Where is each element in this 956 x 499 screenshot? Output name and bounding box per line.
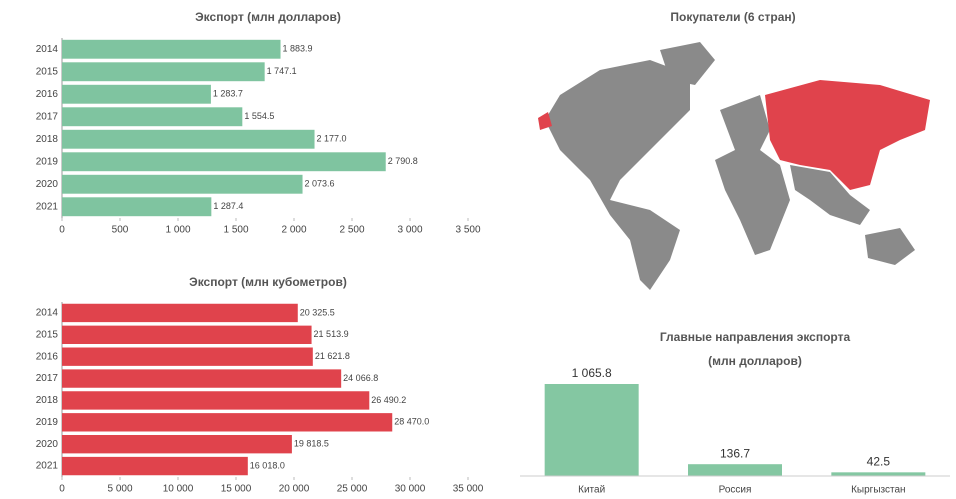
bar (62, 456, 248, 476)
value-label: 1 065.8 (572, 366, 612, 380)
bar (62, 174, 303, 194)
x-tick-label: 2 000 (281, 225, 306, 236)
y-tick-label: 2019 (36, 417, 59, 428)
map-asia (790, 165, 870, 225)
x-tick-label: 500 (112, 225, 129, 236)
value-label: 1 883.9 (283, 44, 313, 54)
y-tick-label: 2014 (36, 44, 59, 55)
map-buyers (765, 80, 930, 190)
map-americas (545, 60, 690, 290)
value-label: 1 747.1 (267, 66, 297, 76)
y-tick-label: 2021 (36, 461, 59, 472)
value-label: 2 790.8 (388, 156, 418, 166)
y-tick-label: 2016 (36, 89, 59, 100)
bar (62, 107, 243, 127)
y-tick-label: 2018 (36, 395, 59, 406)
y-tick-label: 2019 (36, 156, 59, 167)
bar (62, 84, 211, 104)
bar (544, 384, 639, 476)
x-tick-label: Россия (719, 485, 752, 496)
chart-title: Экспорт (млн кубометров) (189, 275, 347, 289)
value-label: 1 283.7 (213, 89, 243, 99)
value-label: 28 470.0 (394, 417, 429, 427)
x-tick-label: 2 500 (339, 225, 364, 236)
value-label: 1 554.5 (244, 111, 274, 121)
y-tick-label: 2015 (36, 66, 59, 77)
y-tick-label: 2020 (36, 439, 59, 450)
map-europe-africa (715, 95, 790, 255)
x-tick-label: Китай (578, 485, 605, 496)
bar (62, 152, 386, 172)
bar (62, 347, 313, 366)
bar (62, 197, 212, 217)
value-label: 24 066.8 (343, 373, 378, 383)
value-label: 2 177.0 (317, 134, 347, 144)
value-label: 19 818.5 (294, 439, 329, 449)
map-australia (865, 228, 915, 265)
y-tick-label: 2020 (36, 179, 59, 190)
value-label: 21 513.9 (314, 329, 349, 339)
y-tick-label: 2017 (36, 111, 59, 122)
value-label: 16 018.0 (250, 460, 285, 470)
value-label: 20 325.5 (300, 307, 335, 317)
chart-title: Экспорт (млн долларов) (195, 10, 341, 24)
x-tick-label: 0 (59, 225, 65, 236)
x-tick-label: 20 000 (279, 484, 310, 495)
map-alaska (538, 112, 552, 130)
bar (831, 472, 926, 476)
value-label: 136.7 (720, 446, 750, 460)
chart-title: Главные направления экспорта (660, 330, 851, 344)
chart-subtitle: (млн долларов) (708, 354, 802, 368)
x-tick-label: 5 000 (107, 484, 132, 495)
bar (62, 435, 292, 454)
value-label: 26 490.2 (371, 395, 406, 405)
bar (62, 413, 393, 432)
x-tick-label: 35 000 (453, 484, 484, 495)
x-tick-label: 30 000 (395, 484, 426, 495)
x-tick-label: 0 (59, 484, 65, 495)
x-tick-label: 10 000 (163, 484, 194, 495)
x-tick-label: 1 500 (223, 225, 248, 236)
map-greenland (660, 42, 715, 85)
bar (688, 464, 782, 476)
y-tick-label: 2018 (36, 134, 59, 145)
y-tick-label: 2015 (36, 329, 59, 340)
world-map (538, 42, 930, 290)
bar (62, 325, 312, 344)
y-tick-label: 2016 (36, 351, 59, 362)
value-label: 2 073.6 (305, 179, 335, 189)
bar (62, 62, 265, 82)
bar (62, 129, 315, 149)
y-tick-label: 2014 (36, 308, 59, 319)
value-label: 42.5 (867, 455, 891, 469)
x-tick-label: 15 000 (221, 484, 252, 495)
bar (62, 369, 342, 388)
y-tick-label: 2017 (36, 373, 59, 384)
y-tick-label: 2021 (36, 201, 59, 212)
value-label: 1 287.4 (213, 201, 243, 211)
x-tick-label: 3 000 (397, 225, 422, 236)
x-tick-label: 25 000 (337, 484, 368, 495)
bar (62, 303, 298, 323)
bar (62, 39, 281, 59)
x-tick-label: 1 000 (165, 225, 190, 236)
x-tick-label: Кыргызстан (851, 485, 905, 496)
value-label: 21 621.8 (315, 351, 350, 361)
bar (62, 391, 370, 410)
chart-title: Покупатели (6 стран) (670, 10, 795, 24)
x-tick-label: 3 500 (455, 225, 480, 236)
